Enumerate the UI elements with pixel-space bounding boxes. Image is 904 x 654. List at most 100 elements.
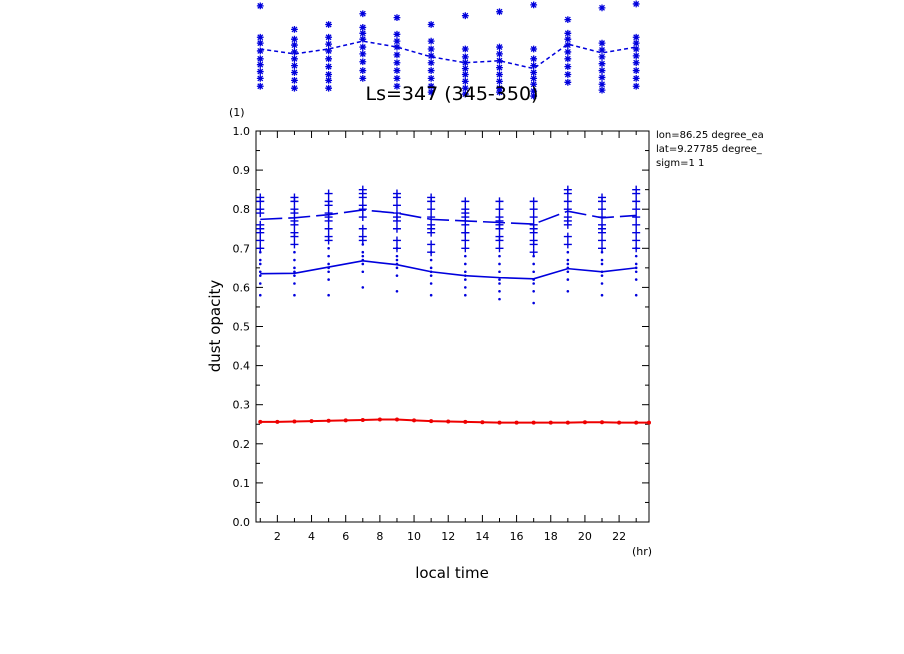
top-panel-sample-marker xyxy=(427,21,435,28)
series-1-sample-marker xyxy=(563,197,572,206)
top-panel-sample-marker xyxy=(359,43,367,51)
top-panel-sample-marker xyxy=(461,77,469,85)
y-tick-label: 0.1 xyxy=(233,477,251,490)
top-panel-sample-marker xyxy=(427,88,435,96)
series-2-sample-dot xyxy=(327,254,330,258)
series-1-sample-marker xyxy=(392,193,401,202)
series-2-sample-dot xyxy=(464,286,467,289)
series-2-sample-dot xyxy=(634,278,638,281)
series-2-sample-dot xyxy=(464,270,467,274)
x-tick-label: 12 xyxy=(441,530,455,543)
series-2-sample-dot xyxy=(395,258,399,262)
series-2-sample-dot xyxy=(566,278,570,281)
series-2-sample-dot xyxy=(293,250,296,254)
series-2-sample-dot xyxy=(429,293,433,297)
y-tick-label: 0.9 xyxy=(233,164,251,177)
top-panel-sample-marker xyxy=(461,65,469,72)
top-panel-sample-marker xyxy=(564,71,572,78)
series-2-sample-dot xyxy=(600,262,604,266)
series-1-sample-marker xyxy=(461,244,470,253)
top-panel-sample-marker xyxy=(496,84,503,92)
series-1-sample-marker xyxy=(495,197,504,206)
series-2-sample-dot xyxy=(395,254,399,258)
series-2-sample-dot xyxy=(634,254,638,258)
series-2-sample-dot xyxy=(258,282,262,285)
top-panel-sample-marker xyxy=(632,33,640,41)
top-panel-sample-marker xyxy=(632,39,640,47)
top-panel-sample-marker xyxy=(427,52,435,60)
series-2-sample-dot xyxy=(327,270,330,274)
x-tick-label: 14 xyxy=(475,530,489,543)
y-tick-label: 0.4 xyxy=(233,360,251,373)
series-2-mean-line xyxy=(260,260,637,280)
top-panel-sample-marker xyxy=(632,0,640,8)
top-panel-sample-marker xyxy=(325,84,333,92)
top-panel-sample-marker xyxy=(427,75,435,82)
top-panel-sample-marker xyxy=(632,67,640,74)
top-panel-sample-marker xyxy=(530,75,538,82)
series-1-sample-marker xyxy=(290,216,299,225)
series-1-sample-marker xyxy=(632,213,641,222)
series-1-sample-marker xyxy=(563,216,572,225)
series-1-sample-marker xyxy=(632,189,641,198)
top-panel-sample-marker xyxy=(256,33,264,41)
series-2-sample-dot xyxy=(327,266,330,270)
top-panel-sample-marker xyxy=(393,43,401,51)
series-1-sample-marker xyxy=(461,197,470,206)
series-2-sample-dot xyxy=(464,262,467,266)
top-panel-sample-marker xyxy=(359,58,367,66)
series-1-sample-marker xyxy=(256,236,265,245)
series-2-sample-dot xyxy=(464,293,467,297)
top-panel-sample-marker xyxy=(393,59,401,67)
clipped-top-panel xyxy=(256,0,640,100)
series-2-sample-dot xyxy=(464,254,467,258)
top-panel-sample-marker xyxy=(256,2,264,10)
series-2-sample-dot xyxy=(361,243,365,246)
top-panel-sample-marker xyxy=(496,57,503,65)
series-2-sample-dot xyxy=(395,262,399,266)
series-2-sample-dot xyxy=(600,274,604,277)
top-panel-sample-marker xyxy=(632,75,640,82)
series-1-sample-marker xyxy=(632,197,641,206)
series-2-sample-dot xyxy=(634,266,638,270)
series-1-sample-marker xyxy=(392,224,401,233)
series-1-mean-line xyxy=(260,209,637,225)
series-2-sample-dot xyxy=(600,250,604,254)
top-panel-sample-marker xyxy=(530,1,538,9)
top-panel-sample-marker xyxy=(325,40,333,48)
series-2-sample-dot xyxy=(600,293,604,297)
series-2-sample-dot xyxy=(498,270,501,274)
series-1-sample-marker xyxy=(529,197,538,206)
series-1-sample-marker xyxy=(392,213,401,222)
series-1-sample-marker xyxy=(358,224,367,233)
chart-title: Ls=347 (345-350) xyxy=(366,83,539,105)
series-3-point xyxy=(292,419,297,424)
series-3-point xyxy=(531,420,536,425)
top-panel-sample-marker xyxy=(530,62,538,70)
series-2-sample-dot xyxy=(327,247,330,250)
series-1-sample-marker xyxy=(598,213,607,222)
series-2-sample-dot xyxy=(600,258,604,262)
series-2-sample-dot xyxy=(429,274,433,277)
top-panel-sample-marker xyxy=(291,55,298,63)
series-3-point xyxy=(309,419,314,424)
top-panel-sample-marker xyxy=(291,35,298,43)
series-1-sample-marker xyxy=(324,189,333,198)
top-panel-sample-marker xyxy=(427,67,435,74)
series-2-sample-dot xyxy=(600,282,604,285)
top-panel-sample-marker xyxy=(325,33,333,41)
top-panel-sample-marker xyxy=(427,59,435,67)
series-2-sample-dot xyxy=(395,266,399,270)
top-panel-sample-marker xyxy=(291,62,298,70)
x-tick-label: 20 xyxy=(578,530,592,543)
series-2-sample-dot xyxy=(498,290,501,293)
series-1-sample-marker xyxy=(290,209,299,218)
top-panel-sample-marker xyxy=(291,48,298,56)
series-2-sample-dot xyxy=(600,270,604,274)
series-2-sample-dot xyxy=(498,262,501,266)
series-2-sample-dot xyxy=(532,282,535,285)
series-3-point xyxy=(343,418,348,423)
series-3-point xyxy=(647,420,651,425)
top-panel-sample-marker xyxy=(598,46,606,54)
